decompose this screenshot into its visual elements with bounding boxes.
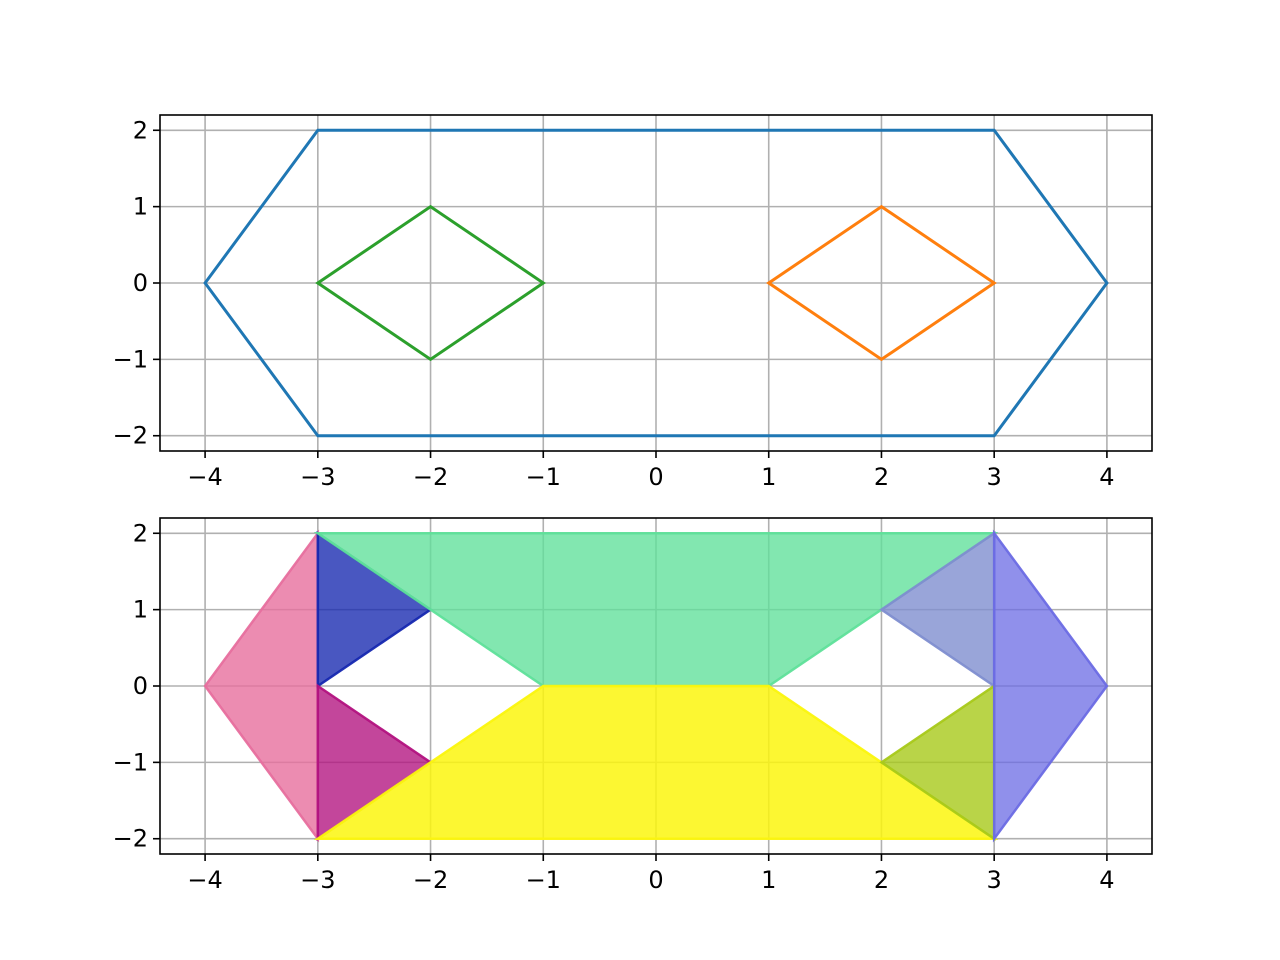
x-tick-label: −3 — [300, 866, 335, 894]
top-axes: −4 −3 −2 −1 0 1 2 3 4 −2 −1 0 1 2 — [113, 114, 1153, 491]
x-tick-label: 3 — [987, 463, 1002, 491]
x-tick-label: −4 — [187, 463, 222, 491]
bottom-axes: −4 −3 −2 −1 0 1 2 3 4 −2 −1 0 1 2 — [113, 517, 1153, 894]
filled-polygon-0 — [203, 529, 320, 843]
x-tick-label: −4 — [187, 866, 222, 894]
x-tick-label: −3 — [300, 463, 335, 491]
x-tick-label: 2 — [874, 463, 889, 491]
y-tick-label: 0 — [133, 269, 148, 297]
x-tick-label: 1 — [761, 866, 776, 894]
x-tick-label: −2 — [413, 463, 448, 491]
y-tick-label: −2 — [113, 825, 148, 853]
x-tick-label: −1 — [526, 463, 561, 491]
y-tick-label: 2 — [133, 519, 148, 547]
x-tick-label: 4 — [1099, 463, 1114, 491]
y-tick-label: 0 — [133, 672, 148, 700]
series-line-0 — [203, 128, 1109, 438]
y-tick-label: 1 — [133, 193, 148, 221]
x-tick-label: 4 — [1099, 866, 1114, 894]
filled-polygon-7 — [992, 529, 1109, 843]
x-tick-label: 0 — [648, 463, 663, 491]
x-tick-label: 0 — [648, 866, 663, 894]
y-tick-label: 2 — [133, 116, 148, 144]
series-line-2 — [315, 204, 546, 362]
x-tick-label: −1 — [526, 866, 561, 894]
series-line-1 — [766, 204, 997, 362]
y-tick-label: −2 — [113, 422, 148, 450]
x-tick-label: 2 — [874, 866, 889, 894]
y-tick-label: −1 — [113, 748, 148, 776]
y-tick-label: 1 — [133, 596, 148, 624]
x-tick-label: 3 — [987, 866, 1002, 894]
y-tick-label: −1 — [113, 345, 148, 373]
x-tick-label: −2 — [413, 866, 448, 894]
x-tick-label: 1 — [761, 463, 776, 491]
